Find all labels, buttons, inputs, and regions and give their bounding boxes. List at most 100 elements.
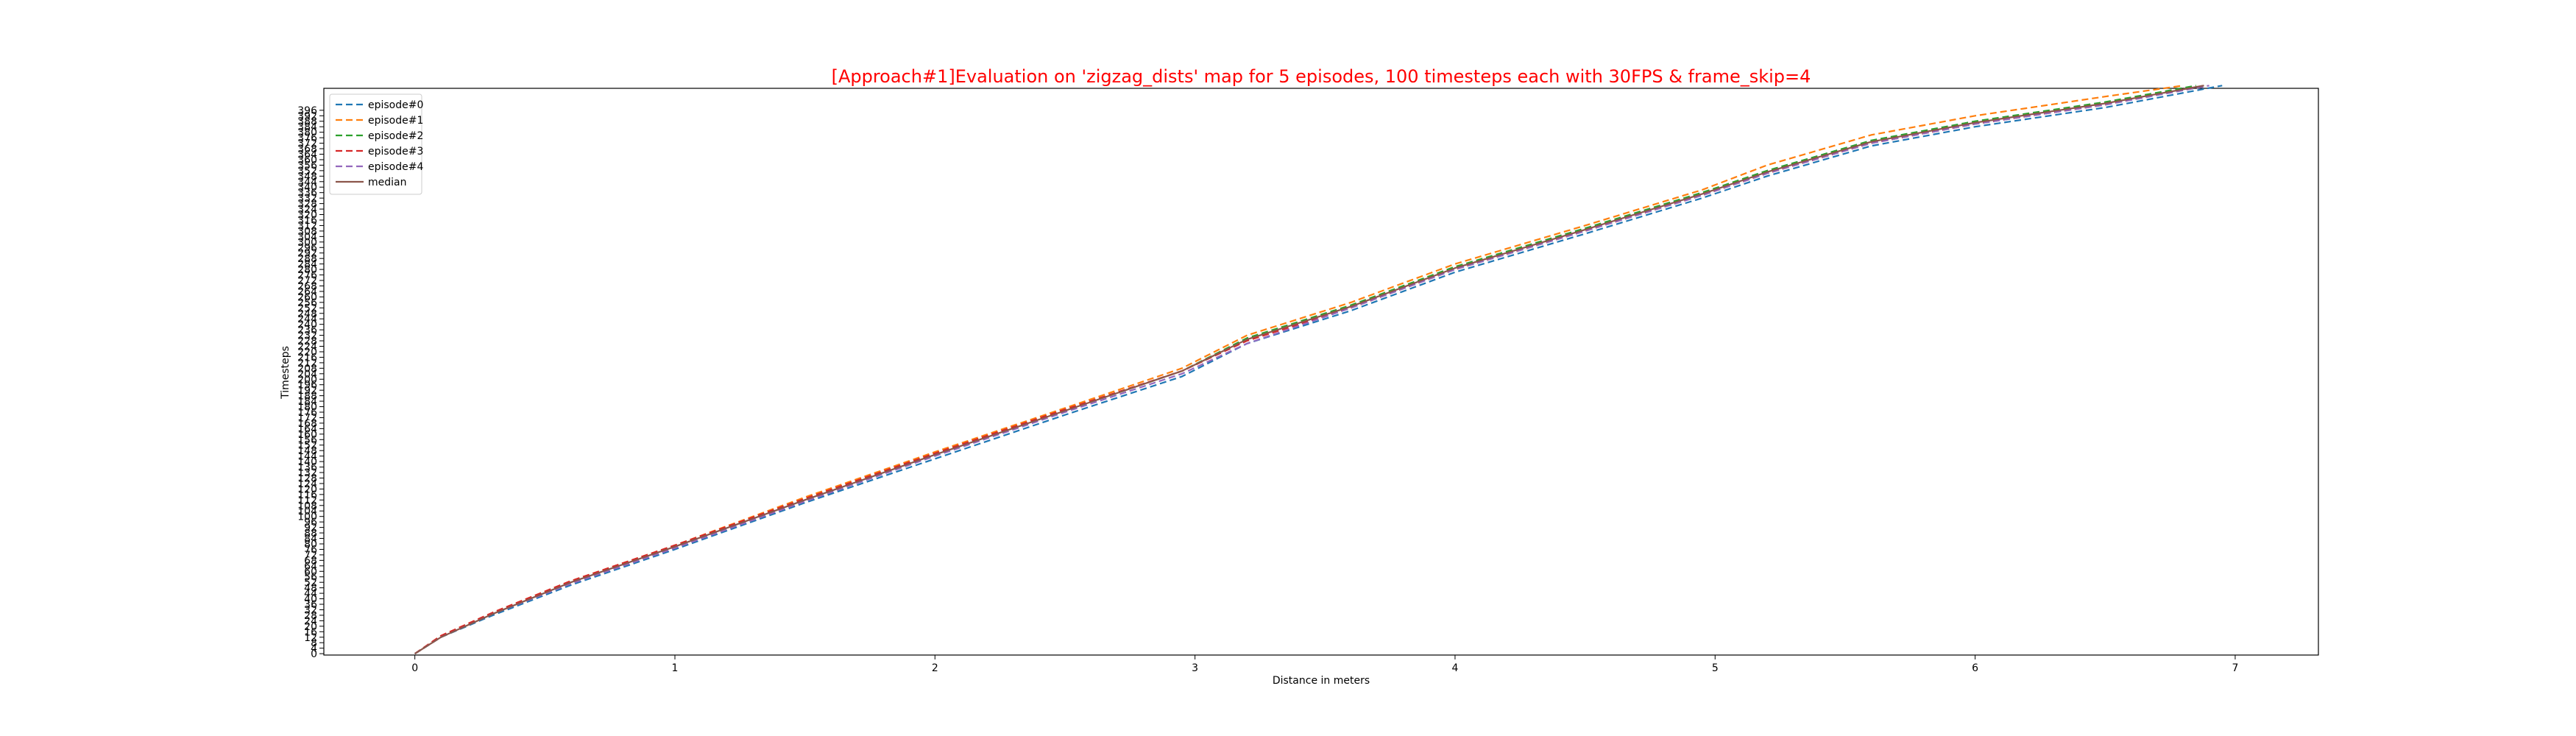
y-tick-label: 44 <box>304 588 317 600</box>
legend-label: episode#0 <box>368 99 423 111</box>
x-tick-label: 1 <box>672 662 679 674</box>
y-tick-label: 256 <box>297 297 317 309</box>
plot-frame <box>323 88 2319 656</box>
series-line-episode-1 <box>414 85 2184 655</box>
x-axis-label: Distance in meters <box>1273 675 1370 687</box>
y-tick-label: 228 <box>297 336 317 347</box>
y-tick-label: 40 <box>304 594 317 606</box>
y-tick-label: 124 <box>297 478 317 490</box>
y-tick-label: 16 <box>304 626 317 638</box>
y-tick-label: 76 <box>304 544 317 556</box>
y-tick-label: 84 <box>304 534 317 545</box>
y-tick-label: 268 <box>297 280 317 292</box>
y-tick-label: 264 <box>297 286 317 298</box>
y-tick-label: 116 <box>297 489 317 501</box>
y-tick-label: 140 <box>297 456 317 468</box>
y-tick-label: 24 <box>304 615 317 627</box>
y-tick-label: 28 <box>304 610 317 622</box>
series-line-episode-2 <box>414 85 2197 655</box>
y-tick-label: 288 <box>297 253 317 265</box>
y-tick-label: 48 <box>304 583 317 595</box>
legend-label: episode#2 <box>368 130 423 142</box>
y-tick-label: 224 <box>297 342 317 353</box>
y-tick-label: 220 <box>297 347 317 358</box>
legend-label: median <box>368 177 406 188</box>
x-tick-label: 2 <box>932 662 938 674</box>
y-tick-label: 324 <box>297 204 317 216</box>
y-tick-label: 252 <box>297 302 317 314</box>
y-tick-label: 248 <box>297 308 317 320</box>
y-axis: 0481216202428323640444852566064687276808… <box>297 105 324 660</box>
plot-area <box>323 88 2319 656</box>
y-tick-label: 272 <box>297 275 317 287</box>
y-tick-label: 284 <box>297 259 317 271</box>
y-tick-label: 388 <box>297 116 317 128</box>
y-tick-label: 148 <box>297 445 317 457</box>
y-tick-label: 0 <box>311 648 317 660</box>
y-tick-label: 144 <box>297 451 317 463</box>
y-axis-label: Timesteps <box>280 346 291 400</box>
y-tick-label: 260 <box>297 291 317 303</box>
y-tick-label: 36 <box>304 599 317 611</box>
legend-label: episode#1 <box>368 115 423 127</box>
y-tick-label: 156 <box>297 434 317 446</box>
y-tick-label: 204 <box>297 369 317 381</box>
y-tick-label: 304 <box>297 231 317 243</box>
y-tick-label: 184 <box>297 396 317 408</box>
y-tick-label: 352 <box>297 166 317 177</box>
y-tick-label: 312 <box>297 220 317 232</box>
y-tick-label: 128 <box>297 473 317 484</box>
series-line-episode-4 <box>414 85 2209 655</box>
y-tick-label: 392 <box>297 110 317 122</box>
y-tick-label: 12 <box>304 632 317 644</box>
y-tick-label: 216 <box>297 352 317 364</box>
y-tick-label: 180 <box>297 402 317 414</box>
y-tick-label: 8 <box>311 637 317 649</box>
y-tick-label: 336 <box>297 188 317 199</box>
x-tick-label: 6 <box>1972 662 1978 674</box>
y-tick-label: 136 <box>297 462 317 474</box>
series-line-episode-3 <box>414 85 2204 655</box>
y-tick-label: 208 <box>297 363 317 375</box>
y-tick-label: 132 <box>297 467 317 479</box>
x-axis: 0 1 2 3 4 5 6 7 <box>411 655 2238 674</box>
y-tick-label: 20 <box>304 621 317 633</box>
y-tick-label: 64 <box>304 561 317 573</box>
y-tick-label: 396 <box>297 105 317 117</box>
y-tick-label: 200 <box>297 374 317 386</box>
y-tick-label: 32 <box>304 604 317 616</box>
y-tick-label: 232 <box>297 330 317 342</box>
y-tick-label: 56 <box>304 572 317 584</box>
y-tick-label: 96 <box>304 517 317 528</box>
series-group <box>414 85 2223 655</box>
y-tick-label: 328 <box>297 199 317 210</box>
x-tick-label: 5 <box>1712 662 1719 674</box>
y-tick-label: 164 <box>297 423 317 435</box>
y-tick-label: 344 <box>297 177 317 188</box>
y-tick-label: 168 <box>297 418 317 430</box>
y-tick-label: 244 <box>297 314 317 325</box>
y-tick-label: 188 <box>297 391 317 403</box>
y-tick-label: 60 <box>304 566 317 578</box>
legend-label: episode#4 <box>368 161 423 173</box>
y-tick-label: 380 <box>297 127 317 139</box>
y-tick-label: 160 <box>297 429 317 441</box>
x-tick-label: 4 <box>1452 662 1459 674</box>
y-tick-label: 308 <box>297 226 317 238</box>
y-tick-label: 384 <box>297 121 317 133</box>
y-tick-label: 192 <box>297 385 317 397</box>
y-tick-label: 368 <box>297 144 317 155</box>
y-tick-label: 292 <box>297 248 317 260</box>
y-tick-label: 276 <box>297 270 317 282</box>
y-tick-label: 104 <box>297 506 317 517</box>
y-tick-label: 112 <box>297 495 317 506</box>
y-tick-label: 72 <box>304 550 317 562</box>
y-tick-label: 280 <box>297 264 317 276</box>
y-tick-label: 300 <box>297 237 317 249</box>
y-tick-label: 360 <box>297 155 317 166</box>
x-tick-label: 3 <box>1192 662 1198 674</box>
y-tick-label: 236 <box>297 325 317 336</box>
legend: episode#0 episode#1 episode#2 episode#3 epis… <box>329 93 423 195</box>
